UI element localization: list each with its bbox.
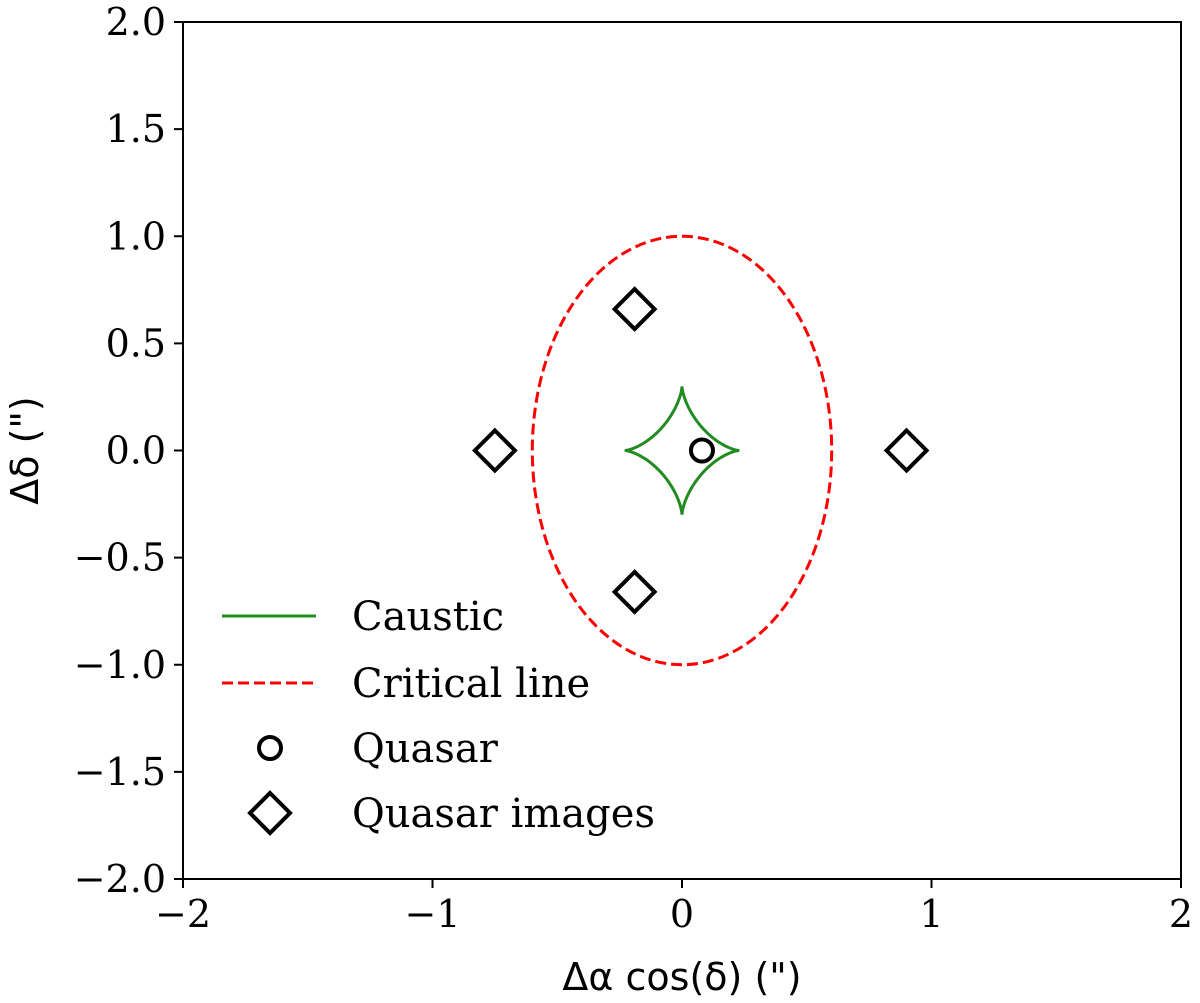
quasar-marker (688, 437, 715, 464)
x-tick-label: −1 (404, 892, 460, 936)
legend-label: Caustic (352, 594, 504, 640)
legend: Caustic Critical line Quasar Quasar images (222, 594, 655, 837)
critical-line (530, 234, 834, 667)
plot-area (472, 234, 930, 667)
y-tick-label: 2.0 (106, 0, 166, 44)
quasar-image-marker (611, 286, 658, 332)
axes-frame (182, 21, 1182, 880)
legend-label: Critical line (352, 661, 590, 707)
x-tick-label: 0 (670, 892, 694, 936)
quasar-image-marker (472, 427, 518, 474)
y-tick-label: 0.5 (106, 321, 166, 365)
x-axis-label: Δα cos(δ) (") (562, 955, 801, 999)
legend-quasar-image-marker (247, 790, 293, 836)
caustic-line (624, 386, 740, 515)
y-tick-label: −1.0 (74, 643, 166, 687)
axis-ticks: −2 −1 0 1 2 2.0 1.5 1.0 0.5 0.0 −0.5 −1.0 −1.5 −2.0 (74, 0, 1193, 936)
y-tick-label: 1.0 (106, 214, 166, 258)
legend-quasar-marker (257, 735, 283, 761)
legend-label: Quasar images (352, 791, 655, 837)
y-tick-label: −0.5 (74, 536, 166, 580)
legend-label: Quasar (352, 726, 499, 772)
y-tick-label: −1.5 (74, 750, 166, 794)
y-axis-label: Δδ (") (3, 396, 47, 504)
x-tick-label: −2 (155, 892, 211, 936)
quasar-image-marker (611, 569, 658, 615)
quasar-image-marker (883, 427, 930, 474)
y-tick-label: −2.0 (74, 857, 166, 901)
x-tick-label: 1 (919, 892, 943, 936)
y-tick-label: 0.0 (106, 429, 166, 473)
y-tick-label: 1.5 (106, 107, 166, 151)
x-tick-label: 2 (1169, 892, 1193, 936)
